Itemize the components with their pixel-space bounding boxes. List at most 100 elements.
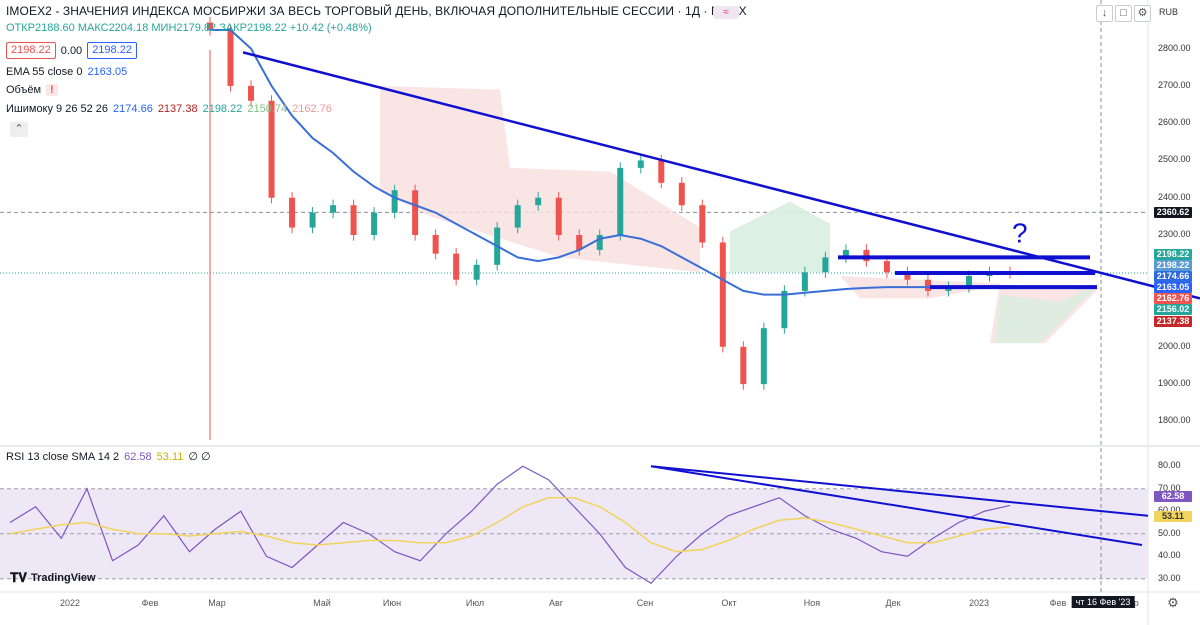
price-tag-5: 2162.76: [1154, 293, 1192, 304]
price-tick-3: 2500.00: [1158, 154, 1191, 165]
rsi-tick-4: 40.00: [1158, 550, 1181, 561]
candle-body-9: [391, 190, 398, 213]
time-tick-9: Ноя: [803, 598, 821, 608]
volume-label: Объём: [6, 84, 42, 96]
price-tick-2: 2600.00: [1158, 117, 1191, 128]
candle-body-26: [740, 346, 747, 385]
volume-legend[interactable]: Объём !: [6, 84, 58, 96]
time-tick-7: Сен: [636, 598, 654, 608]
candle-body-27: [760, 328, 767, 385]
maximize-icon[interactable]: □: [1115, 5, 1132, 22]
price-tag-7: 2137.38: [1154, 316, 1192, 327]
ichimoku-cloud-bull-2: [995, 283, 1100, 344]
ichimoku-v5: 2162.76: [292, 103, 332, 115]
ichimoku-legend[interactable]: Ишимоку 9 26 52 26 2174.66 2137.38 2198.…: [6, 103, 332, 115]
tradingview-logo[interactable]: 𝐓𝐕 TradingView: [10, 570, 96, 586]
collapse-legend-icon[interactable]: ⌃: [10, 122, 28, 137]
price-tick-8: 2000.00: [1158, 340, 1191, 351]
ema-value: 2163.05: [87, 66, 128, 78]
ema-legend[interactable]: EMA 55 close 0 2163.05: [6, 66, 127, 78]
price-tag-0: 2360.62: [1154, 207, 1192, 219]
rsi-value: 62.58: [124, 450, 152, 463]
crosshair-date-label: чт 16 Фев '23: [1071, 596, 1135, 608]
ask-price[interactable]: 2198.22: [87, 42, 137, 59]
eye-toggle-icon[interactable]: ≈: [713, 6, 739, 19]
price-tag-3: 2174.66: [1154, 271, 1192, 282]
candle-body-5: [309, 212, 316, 228]
time-tick-12: Фев: [1049, 598, 1067, 608]
ichimoku-v3: 2198.22: [202, 103, 243, 115]
chart-title: IMOEX2 - ЗНАЧЕНИЯ ИНДЕКСА МОСБИРЖИ ЗА ВЕ…: [6, 4, 747, 18]
candle-body-4: [289, 197, 296, 228]
time-tick-11: 2023: [968, 598, 990, 608]
rsi-tick-3: 50.00: [1158, 527, 1181, 538]
candle-body-31: [842, 249, 849, 258]
price-tick-10: 1800.00: [1158, 415, 1191, 426]
candle-body-1: [227, 30, 234, 86]
rsi-extra: ∅ ∅: [188, 451, 211, 463]
candle-body-22: [658, 160, 665, 183]
candle-body-30: [822, 257, 829, 273]
time-tick-6: Авг: [548, 598, 564, 608]
candle-body-10: [412, 190, 419, 235]
candle-body-34: [904, 272, 911, 280]
rsi-sma-value: 53.11: [156, 450, 184, 463]
alert-icon: !: [46, 84, 58, 96]
currency-label: RUB: [1158, 7, 1178, 17]
price-tick-0: 2800.00: [1158, 42, 1191, 53]
candle-body-19: [596, 235, 603, 250]
ichimoku-cloud-bull-1: [730, 201, 830, 273]
arrow-down-icon[interactable]: ↓: [1096, 5, 1113, 22]
candle-body-11: [432, 235, 439, 254]
rsi-tag-1: 53.11: [1154, 511, 1192, 522]
candle-body-16: [535, 197, 542, 206]
candle-body-12: [453, 253, 460, 280]
rsi-tick-5: 30.00: [1158, 572, 1181, 583]
ohlc-legend: ОТКР2188.60 МАКС2204.18 МИН2179.82 ЗАКР2…: [6, 22, 372, 34]
time-tick-10: Дек: [885, 598, 901, 608]
candle-body-21: [637, 160, 644, 168]
ichimoku-cloud-bear: [380, 85, 700, 273]
candle-body-6: [330, 205, 337, 213]
rsi_sma-line: [9, 497, 1011, 553]
rsi-label: RSI 13 close SMA 14 2: [6, 450, 120, 463]
time-settings-icon[interactable]: ⚙: [1167, 595, 1179, 610]
ohlc-values: ОТКР2188.60 МАКС2204.18 МИН2179.82 ЗАКР2…: [6, 22, 372, 34]
time-tick-0: 2022: [59, 598, 81, 608]
tradingview-logo-text: TradingView: [31, 572, 96, 584]
rsi-trendline-2: [650, 465, 1143, 546]
candle-body-25: [719, 242, 726, 347]
bid-price[interactable]: 2198.22: [6, 42, 56, 59]
time-tick-8: Окт: [721, 598, 737, 608]
candle-body-3: [268, 100, 275, 198]
candle-body-35: [924, 279, 931, 291]
ichimoku-label: Ишимоку 9 26 52 26: [6, 103, 109, 115]
time-tick-2: Мар: [208, 598, 226, 608]
price-tick-4: 2400.00: [1158, 191, 1191, 202]
candle-body-29: [801, 272, 808, 291]
spread-value: 0.00: [60, 44, 83, 57]
candle-body-17: [555, 197, 562, 235]
candle-body-0: [207, 22, 213, 30]
rsi-tick-2: 60.00: [1158, 505, 1181, 515]
rsi-trendline-1: [650, 465, 1149, 517]
settings-icon[interactable]: ⚙: [1134, 5, 1151, 22]
ichimoku-v4: 2150.74: [247, 103, 288, 115]
candle-body-18: [576, 235, 583, 250]
question-mark-annotation: ?: [1012, 217, 1028, 248]
price-tick-9: 1900.00: [1158, 378, 1191, 389]
rsi-legend[interactable]: RSI 13 close SMA 14 2 62.58 53.11 ∅ ∅: [6, 450, 211, 464]
candle-body-15: [514, 205, 521, 228]
candle-body-24: [699, 205, 706, 243]
rsi-tag-0: 62.58: [1154, 491, 1192, 502]
tradingview-logo-icon: 𝐓𝐕: [10, 570, 27, 585]
time-tick-5: Июл: [465, 598, 485, 608]
price-tag-1: 2198.22: [1154, 249, 1192, 260]
price-tick-1: 2700.00: [1158, 79, 1191, 90]
ichimoku-v2: 2137.38: [157, 103, 198, 115]
price-tag-4: 2163.05: [1154, 282, 1192, 293]
time-tick-3: Май: [313, 598, 331, 608]
price-tag-6: 2156.02: [1154, 304, 1192, 315]
